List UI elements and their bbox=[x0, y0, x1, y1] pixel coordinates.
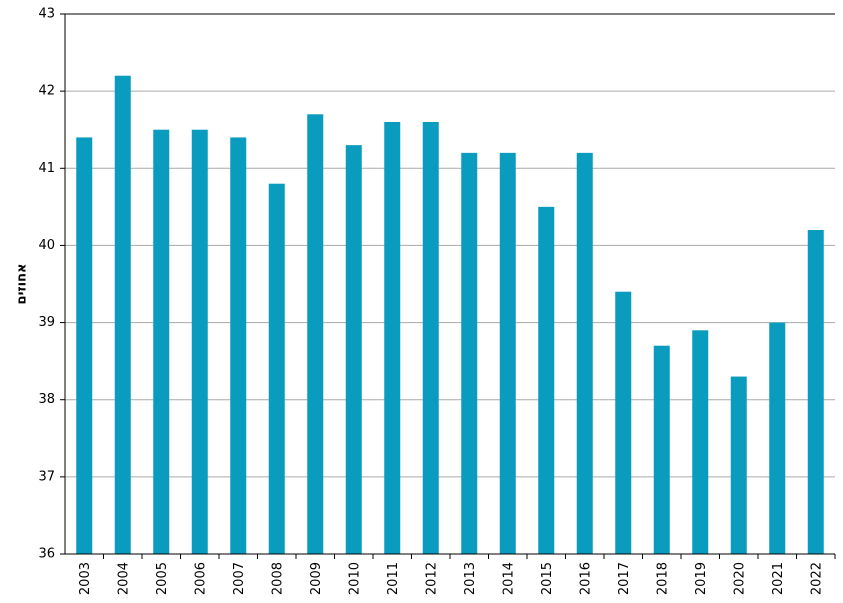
bar bbox=[769, 322, 786, 554]
x-tick-label: 2011 bbox=[386, 562, 401, 595]
x-tick-label: 2012 bbox=[424, 562, 439, 595]
bar bbox=[461, 152, 478, 554]
y-tick-label: 42 bbox=[38, 84, 55, 99]
bar bbox=[615, 291, 632, 554]
bar bbox=[730, 376, 747, 554]
bar bbox=[153, 129, 170, 554]
bar bbox=[76, 137, 93, 554]
x-tick-label: 2005 bbox=[155, 562, 170, 595]
bar bbox=[307, 114, 324, 555]
y-tick-label: 41 bbox=[38, 161, 55, 176]
x-tick-label: 2010 bbox=[347, 562, 362, 595]
bar bbox=[576, 152, 593, 554]
x-tick-label: 2017 bbox=[617, 562, 632, 595]
bar bbox=[422, 122, 439, 554]
bar bbox=[538, 206, 555, 554]
x-tick-label: 2015 bbox=[540, 562, 555, 595]
x-tick-label: 2020 bbox=[732, 562, 747, 595]
x-tick-label: 2007 bbox=[232, 562, 247, 595]
y-tick-label: 38 bbox=[38, 392, 55, 407]
x-tick-label: 2016 bbox=[578, 562, 593, 595]
x-tick-label: 2021 bbox=[771, 562, 786, 595]
y-tick-label: 37 bbox=[38, 469, 55, 484]
y-tick-label: 36 bbox=[38, 547, 55, 562]
x-tick-label: 2018 bbox=[655, 562, 670, 595]
x-tick-label: 2014 bbox=[501, 562, 516, 595]
bar bbox=[653, 345, 670, 554]
bar bbox=[268, 183, 285, 554]
x-tick-label: 2009 bbox=[309, 562, 324, 595]
bar bbox=[114, 75, 131, 554]
bar bbox=[191, 129, 208, 554]
bar bbox=[345, 145, 362, 554]
bar bbox=[384, 122, 401, 554]
y-tick-label: 40 bbox=[38, 238, 55, 253]
y-axis-label: אחוזים bbox=[15, 264, 30, 305]
x-tick-label: 2008 bbox=[270, 562, 285, 595]
bar bbox=[230, 137, 247, 554]
bar bbox=[807, 230, 824, 554]
x-tick-label: 2003 bbox=[78, 562, 93, 595]
x-tick-label: 2013 bbox=[463, 562, 478, 595]
y-tick-label: 43 bbox=[38, 7, 55, 22]
x-tick-label: 2006 bbox=[193, 562, 208, 595]
bar bbox=[499, 152, 516, 554]
x-tick-label: 2019 bbox=[694, 562, 709, 595]
x-tick-label: 2004 bbox=[116, 562, 131, 595]
bar bbox=[692, 330, 709, 554]
y-tick-label: 39 bbox=[38, 315, 55, 330]
x-tick-label: 2022 bbox=[809, 562, 824, 595]
